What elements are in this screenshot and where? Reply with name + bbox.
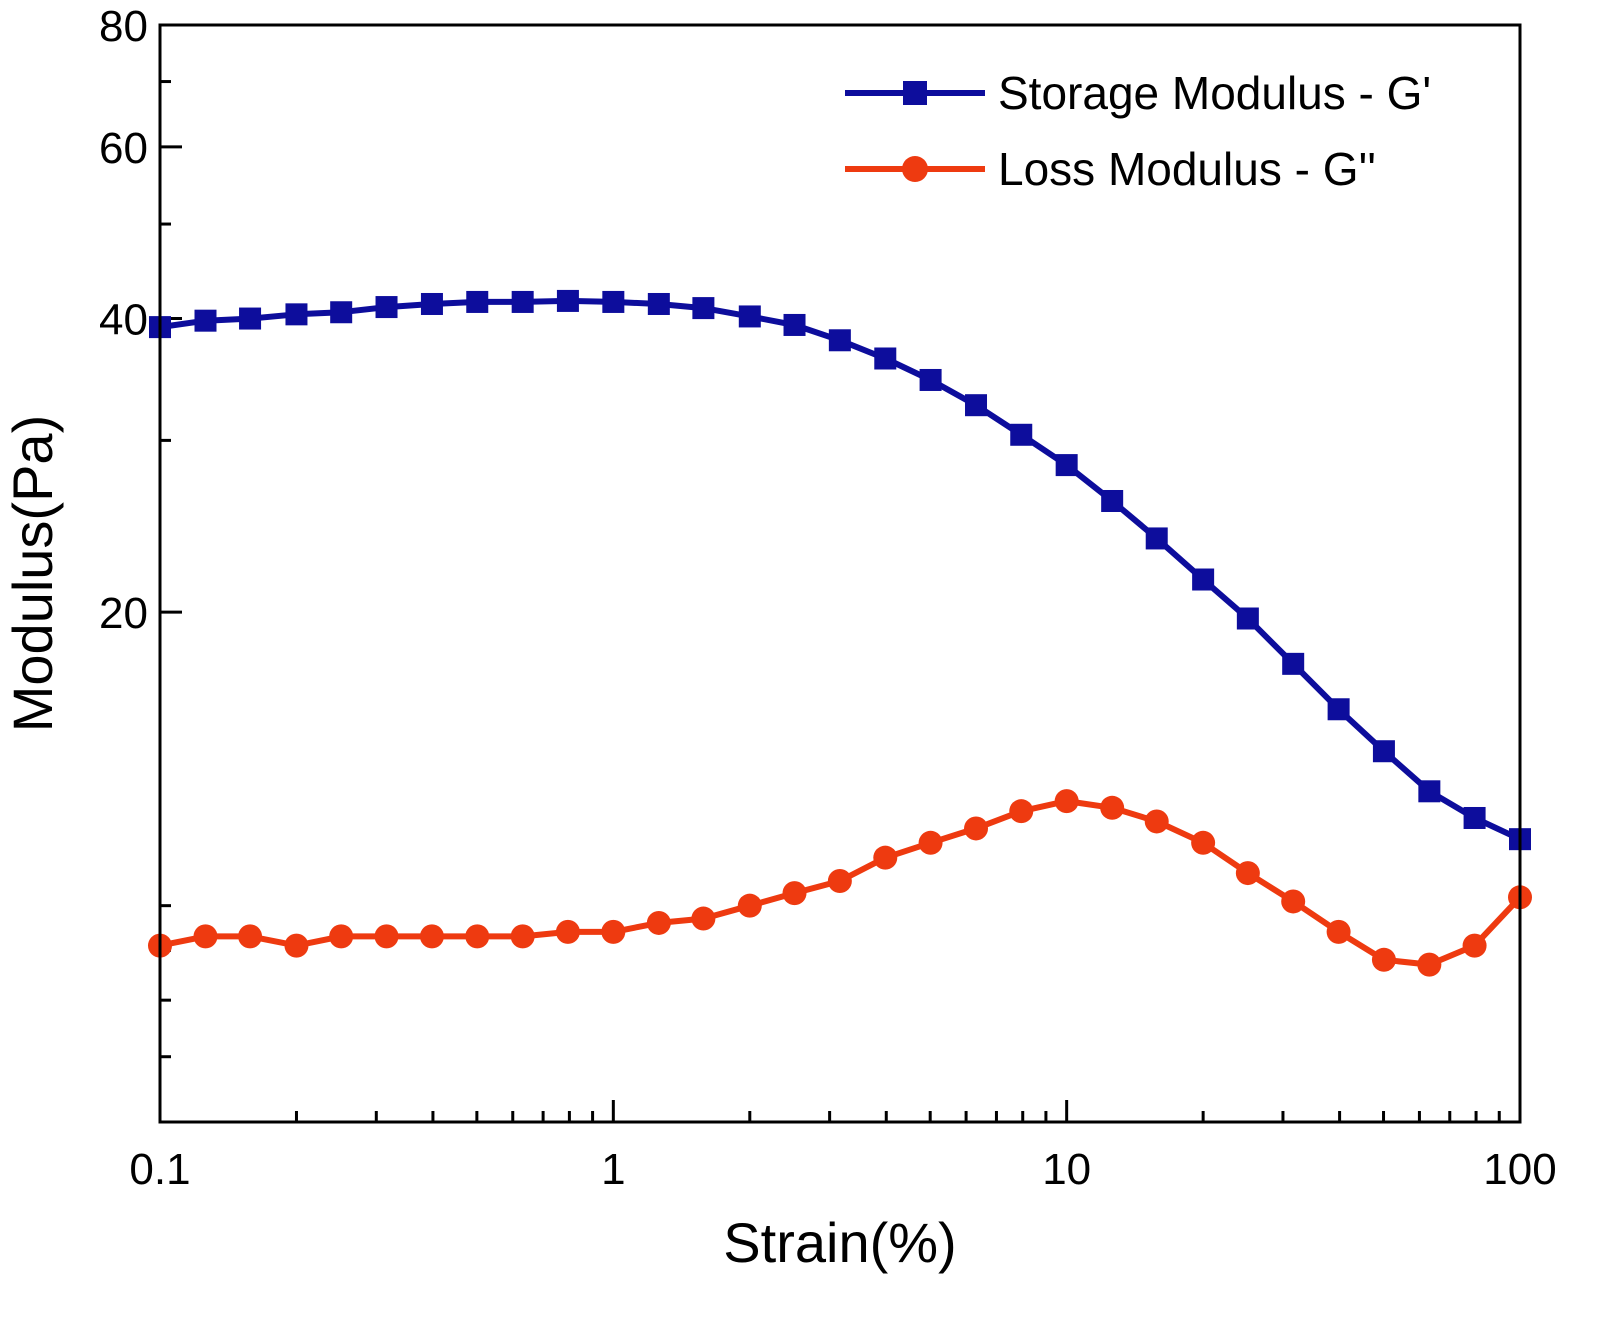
legend-label: Storage Modulus - G' bbox=[998, 67, 1431, 119]
data-point-circle bbox=[1326, 919, 1351, 944]
data-point-square bbox=[556, 289, 579, 312]
data-point-circle bbox=[1417, 952, 1442, 977]
data-point-circle bbox=[1144, 809, 1169, 834]
data-point-circle bbox=[646, 910, 671, 935]
legend-item: Storage Modulus - G' bbox=[845, 67, 1431, 119]
data-point-square bbox=[1463, 806, 1486, 829]
data-point-square bbox=[420, 292, 443, 315]
data-point-circle bbox=[419, 924, 444, 949]
data-point-square bbox=[1236, 607, 1259, 630]
data-point-circle bbox=[873, 845, 898, 870]
data-point-circle bbox=[465, 924, 490, 949]
data-point-square bbox=[1101, 489, 1124, 512]
data-point-square bbox=[466, 290, 489, 313]
data-point-square bbox=[1055, 454, 1078, 477]
data-point-circle bbox=[555, 919, 580, 944]
data-point-square bbox=[647, 292, 670, 315]
data-point-circle bbox=[827, 868, 852, 893]
data-point-square bbox=[1282, 652, 1305, 675]
x-axis-title: Strain(%) bbox=[723, 1211, 956, 1274]
y-tick-labels: 20 40 60 80 bbox=[99, 2, 148, 638]
data-point-circle bbox=[601, 919, 626, 944]
legend-marker-circle bbox=[902, 156, 928, 182]
data-point-circle bbox=[1100, 795, 1125, 820]
data-point-square bbox=[1327, 698, 1350, 721]
data-point-square bbox=[738, 305, 761, 328]
data-point-circle bbox=[691, 906, 716, 931]
data-point-square bbox=[692, 297, 715, 320]
data-point-square bbox=[602, 290, 625, 313]
data-point-square bbox=[1145, 527, 1168, 550]
data-point-circle bbox=[918, 830, 943, 855]
data-point-square bbox=[965, 394, 988, 417]
data-point-circle bbox=[238, 924, 263, 949]
legend-item: Loss Modulus - G'' bbox=[845, 143, 1376, 195]
data-point-circle bbox=[1235, 861, 1260, 886]
data-point-square bbox=[874, 347, 897, 370]
data-point-square bbox=[919, 368, 942, 391]
data-point-circle bbox=[782, 881, 807, 906]
data-point-square bbox=[285, 303, 308, 326]
data-point-circle bbox=[1281, 889, 1306, 914]
data-point-square bbox=[1192, 568, 1215, 591]
data-point-circle bbox=[510, 924, 535, 949]
legend: Storage Modulus - G' Loss Modulus - G'' bbox=[845, 67, 1431, 195]
data-point-circle bbox=[329, 924, 354, 949]
legend-label: Loss Modulus - G'' bbox=[998, 143, 1376, 195]
data-point-circle bbox=[737, 893, 762, 918]
data-point-square bbox=[375, 296, 398, 319]
data-point-square bbox=[1418, 780, 1441, 803]
x-tick-labels: 0.1 1 10 100 bbox=[129, 1145, 1556, 1194]
data-point-circle bbox=[284, 933, 309, 958]
plot-frame bbox=[158, 23, 1522, 1124]
data-point-circle bbox=[1054, 789, 1079, 814]
x-tick-label: 0.1 bbox=[129, 1145, 190, 1194]
data-point-circle bbox=[1462, 933, 1487, 958]
x-tick-label: 1 bbox=[601, 1145, 625, 1194]
x-minor-ticks bbox=[294, 1111, 1501, 1122]
data-point-circle bbox=[1009, 799, 1034, 824]
data-point-square bbox=[194, 309, 217, 332]
data-point-square bbox=[1372, 740, 1395, 763]
data-point-square bbox=[1010, 423, 1033, 446]
x-tick-label: 100 bbox=[1483, 1145, 1556, 1194]
series-layer bbox=[148, 289, 1532, 977]
y-tick-label: 20 bbox=[99, 589, 148, 638]
data-point-square bbox=[239, 307, 262, 330]
data-point-square bbox=[511, 290, 534, 313]
data-point-circle bbox=[193, 924, 218, 949]
data-point-square bbox=[828, 329, 851, 352]
legend-marker-square bbox=[903, 81, 927, 105]
data-point-circle bbox=[374, 924, 399, 949]
data-point-square bbox=[330, 301, 353, 324]
data-point-circle bbox=[1191, 830, 1216, 855]
x-tick-label: 10 bbox=[1042, 1145, 1091, 1194]
y-tick-label: 60 bbox=[99, 124, 148, 173]
data-point-circle bbox=[964, 816, 989, 841]
data-point-square bbox=[783, 313, 806, 336]
series-loss-modulus bbox=[148, 789, 1532, 977]
y-tick-label: 80 bbox=[99, 2, 148, 51]
series-storage-modulus bbox=[149, 289, 1531, 851]
data-point-circle bbox=[1371, 947, 1396, 972]
y-axis-title: Modulus(Pa) bbox=[1, 415, 64, 732]
y-tick-label: 40 bbox=[99, 296, 148, 345]
